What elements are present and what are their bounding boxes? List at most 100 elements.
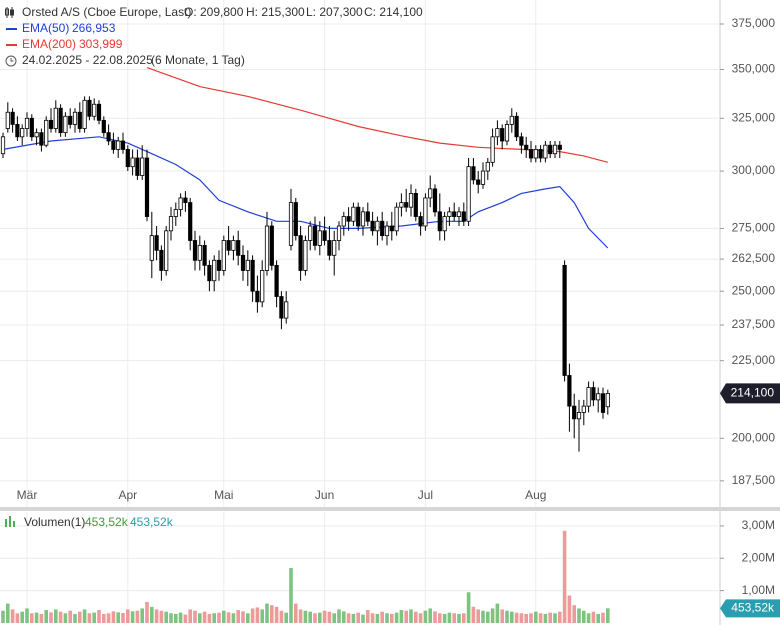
candle-body bbox=[538, 149, 543, 159]
volume-bar bbox=[198, 613, 202, 623]
volume-bar bbox=[159, 610, 164, 623]
volume-bar bbox=[289, 567, 293, 623]
volume-bar bbox=[217, 612, 221, 623]
volume-bar bbox=[500, 609, 504, 623]
candle-body bbox=[188, 202, 193, 241]
candle-body bbox=[168, 216, 174, 232]
volume-bar bbox=[375, 613, 380, 623]
volume-bar bbox=[169, 613, 173, 623]
candle-body bbox=[360, 211, 366, 227]
candle-body bbox=[423, 197, 428, 227]
candle-body bbox=[476, 179, 481, 185]
volume-bar bbox=[438, 613, 442, 623]
volume-bar bbox=[529, 613, 533, 623]
volume-bar bbox=[337, 609, 341, 623]
volume-bar bbox=[303, 610, 308, 623]
y-tick-label: 225,000 bbox=[732, 353, 776, 367]
volume-bar bbox=[260, 609, 264, 623]
candle-body bbox=[567, 375, 572, 407]
candle-body bbox=[34, 132, 39, 138]
candle-body bbox=[135, 157, 140, 176]
volume-bar bbox=[164, 611, 168, 623]
candle-body bbox=[351, 206, 356, 222]
candle-body bbox=[149, 235, 154, 261]
candle-body bbox=[231, 240, 236, 251]
candle-body bbox=[437, 211, 442, 232]
volume-bar bbox=[558, 611, 562, 623]
volume-bar bbox=[10, 609, 15, 623]
candle-body bbox=[226, 240, 231, 251]
volume-bar bbox=[332, 613, 336, 623]
volume-bar bbox=[274, 606, 279, 623]
price-tag bbox=[720, 383, 780, 404]
candle-body bbox=[514, 115, 519, 138]
price-tag-label: 214,100 bbox=[731, 386, 775, 400]
volume-bar bbox=[294, 603, 298, 623]
candle-body bbox=[116, 140, 121, 150]
candle-body bbox=[600, 393, 606, 413]
x-tick-label: Apr bbox=[118, 488, 137, 502]
candle-body bbox=[236, 240, 241, 256]
candle-body bbox=[471, 166, 476, 181]
volume-bar bbox=[318, 612, 322, 623]
candle-body bbox=[375, 220, 380, 232]
candle-body bbox=[24, 117, 30, 129]
candle-body bbox=[332, 240, 337, 256]
candle-body bbox=[183, 197, 188, 203]
volume-bar bbox=[433, 611, 437, 623]
candle-body bbox=[509, 115, 514, 125]
candle-body bbox=[269, 225, 274, 266]
x-tick-label: Aug bbox=[525, 488, 546, 502]
candle-body bbox=[72, 111, 78, 125]
candle-body bbox=[384, 225, 390, 237]
candle-body bbox=[298, 235, 303, 271]
candle-body bbox=[500, 128, 505, 142]
candle-body bbox=[154, 235, 159, 251]
volume-bar bbox=[58, 611, 63, 623]
candle-body bbox=[221, 240, 226, 271]
y-tick-label: 375,000 bbox=[732, 16, 776, 30]
volume-bar bbox=[102, 613, 106, 623]
candle-body bbox=[452, 211, 457, 217]
volume-bar bbox=[524, 613, 528, 623]
candle-body bbox=[212, 259, 217, 282]
candle-body bbox=[519, 136, 524, 146]
candle-body bbox=[245, 259, 250, 271]
candle-body bbox=[264, 225, 270, 271]
volume-bar bbox=[284, 612, 288, 623]
candle-body bbox=[130, 157, 135, 168]
volume-bar bbox=[222, 610, 226, 623]
volume-bar bbox=[591, 611, 596, 623]
volume-bar bbox=[106, 613, 111, 623]
clock-icon bbox=[5, 55, 17, 67]
volume-bar bbox=[534, 611, 538, 623]
candle-body bbox=[346, 216, 351, 222]
volume-bar bbox=[476, 609, 480, 623]
volume-bar bbox=[452, 613, 456, 623]
y-tick-label: 1,00M bbox=[742, 583, 775, 597]
candle-body bbox=[125, 149, 130, 168]
candle-body bbox=[15, 124, 20, 138]
volume-bar bbox=[457, 613, 461, 623]
candle-body bbox=[533, 149, 538, 159]
candle-icon bbox=[5, 7, 14, 18]
candle-body bbox=[111, 140, 116, 150]
volume-bar bbox=[390, 613, 394, 623]
x-tick-label: Jun bbox=[315, 488, 334, 502]
volume-bar bbox=[361, 614, 365, 623]
candle-body bbox=[92, 103, 97, 117]
volume-bar bbox=[466, 592, 471, 623]
candle-body bbox=[581, 405, 586, 413]
volume-bar bbox=[78, 611, 82, 623]
candle-body bbox=[312, 225, 318, 246]
volume-bar bbox=[279, 610, 284, 623]
volume-bar bbox=[596, 613, 600, 623]
x-tick-label: Jul bbox=[418, 488, 433, 502]
volume-bar bbox=[174, 613, 178, 623]
candle-body bbox=[336, 225, 342, 241]
x-tick-label: Mai bbox=[214, 488, 233, 502]
volume-bar bbox=[514, 612, 519, 623]
